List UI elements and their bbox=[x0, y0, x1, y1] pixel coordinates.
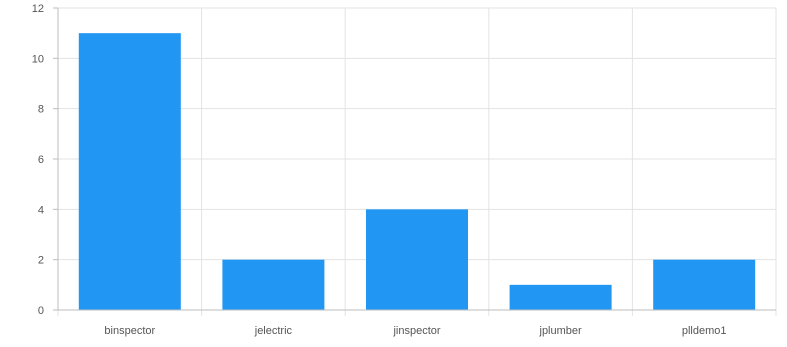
x-axis-category-labels: binspector jelectric jinspector jplumber pll… bbox=[104, 325, 726, 337]
x-category-label: jplumber bbox=[539, 325, 583, 337]
bars bbox=[78, 33, 756, 311]
y-tick-label: 6 bbox=[38, 154, 44, 166]
y-axis-tick-labels: 0 2 4 6 8 10 12 bbox=[32, 3, 44, 317]
y-tick-label: 2 bbox=[38, 255, 44, 267]
bar-binspector[interactable] bbox=[78, 33, 181, 311]
y-tick-label: 12 bbox=[32, 3, 44, 15]
axes bbox=[53, 7, 776, 311]
x-category-label: plldemo1 bbox=[682, 325, 727, 337]
bar-plldemo1[interactable] bbox=[653, 259, 756, 310]
bar-jinspector[interactable] bbox=[366, 209, 468, 310]
y-tick-label: 10 bbox=[32, 53, 44, 65]
y-tick-label: 8 bbox=[38, 104, 44, 116]
x-category-label: jinspector bbox=[392, 325, 440, 337]
y-tick-label: 0 bbox=[38, 305, 44, 317]
y-tick-label: 4 bbox=[38, 204, 44, 216]
x-category-label: binspector bbox=[104, 325, 155, 337]
bar-jelectric[interactable] bbox=[222, 259, 325, 310]
bar-jplumber[interactable] bbox=[509, 284, 612, 310]
x-category-label: jelectric bbox=[254, 325, 293, 337]
